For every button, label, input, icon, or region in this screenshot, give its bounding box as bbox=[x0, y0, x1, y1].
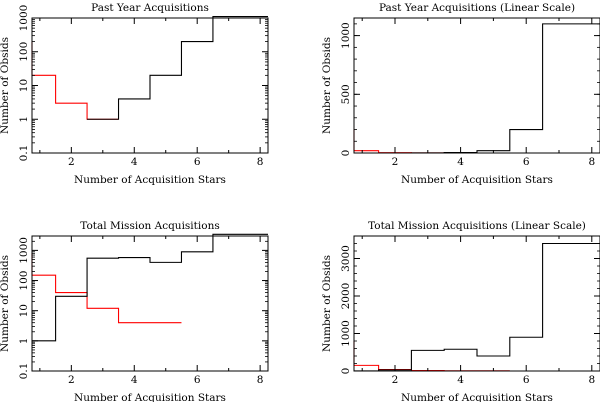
chart-title: Total Mission Acquisitions bbox=[80, 220, 219, 232]
x-axis-label: Number of Acquisition Stars bbox=[74, 174, 226, 186]
chart-panel-2 bbox=[353, 17, 600, 154]
series-line-2 bbox=[354, 242, 600, 372]
series-line-2 bbox=[411, 23, 600, 154]
y-tick-label: 0 bbox=[340, 368, 352, 375]
x-tick-label: 8 bbox=[588, 374, 595, 386]
y-tick-label: 10 bbox=[18, 79, 30, 92]
x-axis-label: Number of Acquisition Stars bbox=[401, 174, 553, 186]
y-tick-label: 2000 bbox=[340, 283, 352, 310]
series-line-2 bbox=[32, 233, 268, 342]
y-tick-label: 1 bbox=[18, 338, 30, 345]
chart-title: Past Year Acquisitions bbox=[91, 2, 209, 14]
x-tick-label: 6 bbox=[194, 374, 201, 386]
x-tick-label: 4 bbox=[457, 156, 464, 168]
x-tick-label: 2 bbox=[68, 156, 75, 168]
chart-title: Total Mission Acquisitions (Linear Scale… bbox=[368, 220, 586, 232]
y-axis-label: Number of Obsids bbox=[321, 37, 333, 134]
x-tick-label: 4 bbox=[457, 374, 464, 386]
y-axis-label: Number of Obsids bbox=[0, 255, 11, 352]
x-tick-label: 2 bbox=[392, 374, 399, 386]
chart-panel-4 bbox=[353, 235, 600, 372]
chart-panel-3 bbox=[31, 233, 269, 372]
y-tick-label: 1 bbox=[18, 116, 30, 123]
x-axis-label: Number of Acquisition Stars bbox=[74, 392, 226, 402]
x-tick-label: 6 bbox=[194, 156, 201, 168]
series-line-2 bbox=[87, 16, 268, 120]
x-tick-label: 2 bbox=[392, 156, 399, 168]
series-line-1 bbox=[353, 129, 445, 154]
axes-frame bbox=[353, 17, 600, 154]
x-axis-label: Number of Acquisition Stars bbox=[401, 392, 553, 402]
y-tick-label: 1000 bbox=[18, 237, 30, 264]
y-tick-label: 1000 bbox=[340, 22, 352, 49]
x-tick-label: 8 bbox=[257, 374, 264, 386]
x-tick-label: 8 bbox=[257, 156, 264, 168]
y-tick-label: 0.1 bbox=[18, 145, 30, 162]
x-tick-label: 6 bbox=[523, 374, 530, 386]
chart-panel-1 bbox=[31, 16, 269, 154]
y-tick-label: 3000 bbox=[340, 245, 352, 272]
y-tick-label: 1000 bbox=[18, 5, 30, 32]
x-tick-label: 8 bbox=[588, 156, 595, 168]
axes-frame bbox=[31, 235, 269, 372]
chart-title: Past Year Acquisitions (Linear Scale) bbox=[379, 2, 575, 14]
series-line-1 bbox=[31, 253, 182, 324]
y-tick-label: 500 bbox=[340, 84, 352, 104]
x-tick-label: 6 bbox=[523, 156, 530, 168]
x-tick-label: 2 bbox=[68, 374, 75, 386]
y-axis-label: Number of Obsids bbox=[0, 37, 11, 134]
y-tick-label: 100 bbox=[18, 42, 30, 62]
y-tick-label: 0.1 bbox=[18, 363, 30, 380]
x-tick-label: 4 bbox=[131, 374, 138, 386]
y-tick-label: 0 bbox=[340, 150, 352, 157]
y-tick-label: 100 bbox=[18, 271, 30, 291]
series-line-1 bbox=[31, 41, 119, 120]
y-tick-label: 10 bbox=[18, 304, 30, 317]
y-axis-label: Number of Obsids bbox=[321, 255, 333, 352]
y-tick-label: 1000 bbox=[340, 320, 352, 347]
x-tick-label: 4 bbox=[131, 156, 138, 168]
